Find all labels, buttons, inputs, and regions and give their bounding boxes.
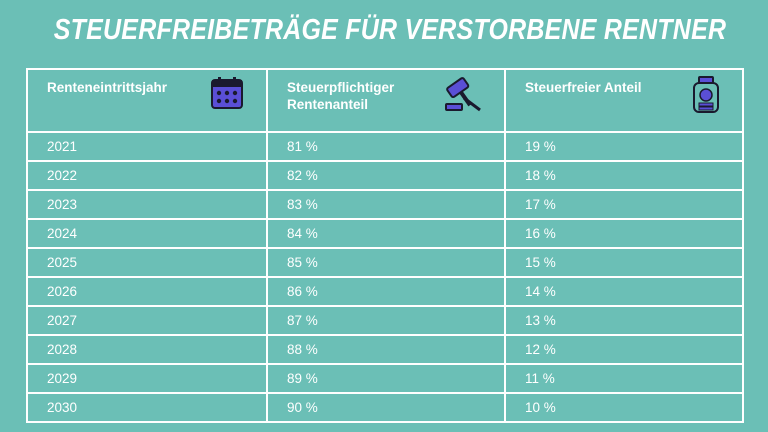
cell-taxable-share: 82 % <box>266 160 506 191</box>
table-header-row: Renteneintrittsjahr Steuerpflichtiger Re… <box>26 68 744 133</box>
table-row: 2028 88 % 12 % <box>26 334 744 365</box>
table-row: 2022 82 % 18 % <box>26 160 744 191</box>
cell-taxable-share: 86 % <box>266 276 506 307</box>
table-row: 2025 85 % 15 % <box>26 247 744 278</box>
cell-taxable-share: 90 % <box>266 392 506 423</box>
cell-year: 2021 <box>26 131 268 162</box>
cell-year: 2030 <box>26 392 268 423</box>
column-header-taxable: Steuerpflichtiger Rentenanteil <box>266 68 506 133</box>
tax-table: Renteneintrittsjahr Steuerpflichtiger Re… <box>26 68 744 423</box>
cell-taxfree-share: 13 % <box>504 305 744 336</box>
table-row: 2026 86 % 14 % <box>26 276 744 307</box>
cell-year: 2022 <box>26 160 268 191</box>
cell-taxfree-share: 17 % <box>504 189 744 220</box>
column-header-label: Steuerpflichtiger Rentenanteil <box>287 80 395 112</box>
cell-taxable-share: 89 % <box>266 363 506 394</box>
table-row: 2024 84 % 16 % <box>26 218 744 249</box>
table-row: 2021 81 % 19 % <box>26 131 744 162</box>
cell-taxfree-share: 10 % <box>504 392 744 423</box>
cell-year: 2029 <box>26 363 268 394</box>
cell-year: 2025 <box>26 247 268 278</box>
column-header-year: Renteneintrittsjahr <box>26 68 268 133</box>
cell-taxable-share: 85 % <box>266 247 506 278</box>
table-row: 2030 90 % 10 % <box>26 392 744 423</box>
cell-taxable-share: 88 % <box>266 334 506 365</box>
cell-taxable-share: 87 % <box>266 305 506 336</box>
cell-taxable-share: 83 % <box>266 189 506 220</box>
column-header-taxfree: Steuerfreier Anteil <box>504 68 744 133</box>
column-header-label: Renteneintrittsjahr <box>47 80 168 95</box>
table-row: 2027 87 % 13 % <box>26 305 744 336</box>
cell-year: 2027 <box>26 305 268 336</box>
table-row: 2023 83 % 17 % <box>26 189 744 220</box>
gavel-icon <box>444 76 482 112</box>
cell-taxfree-share: 19 % <box>504 131 744 162</box>
column-header-label: Steuerfreier Anteil <box>525 80 642 95</box>
cell-taxable-share: 81 % <box>266 131 506 162</box>
cell-taxfree-share: 15 % <box>504 247 744 278</box>
page-title: STEUERFREIBETRÄGE FÜR VERSTORBENE RENTNE… <box>53 14 727 46</box>
cell-taxfree-share: 11 % <box>504 363 744 394</box>
calendar-icon <box>210 76 244 110</box>
money-jar-icon <box>692 76 720 114</box>
cell-taxable-share: 84 % <box>266 218 506 249</box>
cell-taxfree-share: 14 % <box>504 276 744 307</box>
cell-taxfree-share: 16 % <box>504 218 744 249</box>
cell-year: 2028 <box>26 334 268 365</box>
table-row: 2029 89 % 11 % <box>26 363 744 394</box>
cell-taxfree-share: 12 % <box>504 334 744 365</box>
cell-year: 2024 <box>26 218 268 249</box>
cell-taxfree-share: 18 % <box>504 160 744 191</box>
cell-year: 2026 <box>26 276 268 307</box>
cell-year: 2023 <box>26 189 268 220</box>
